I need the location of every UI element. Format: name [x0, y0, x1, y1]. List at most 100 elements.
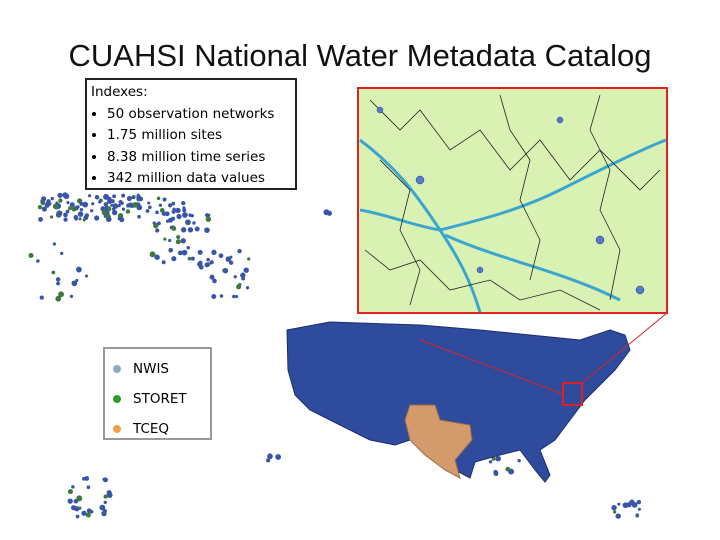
site-dot	[204, 262, 210, 268]
site-dot	[131, 195, 135, 200]
site-dot	[41, 206, 47, 212]
site-dot	[71, 485, 75, 489]
site-dot	[69, 294, 74, 298]
site-dot	[198, 260, 203, 265]
site-dot	[229, 255, 233, 259]
site-dot	[50, 196, 54, 201]
site-dot	[145, 209, 150, 213]
us-sites	[286, 321, 631, 483]
site-dot	[177, 250, 183, 256]
site-dot	[326, 210, 333, 216]
site-dot	[106, 492, 113, 499]
slide-title: CUAHSI National Water Metadata Catalog	[68, 38, 652, 73]
index-item: 342 million data values	[107, 168, 295, 190]
site-dot	[615, 513, 621, 519]
site-dot	[182, 212, 188, 218]
site-dot	[69, 202, 75, 208]
site-dot	[228, 260, 234, 265]
site-dot	[75, 514, 80, 519]
site-dot	[171, 226, 177, 231]
site-dot	[136, 193, 140, 197]
site-dot	[636, 499, 642, 505]
site-dot	[51, 270, 56, 275]
legend-swatch	[113, 395, 121, 403]
site-dot	[153, 222, 159, 229]
site-dot	[162, 197, 167, 202]
site-dot	[163, 237, 167, 241]
site-dot	[180, 238, 186, 244]
site-dot	[137, 214, 141, 219]
site-dot	[192, 221, 196, 225]
site-dot	[209, 260, 214, 265]
site-dot	[49, 215, 54, 219]
site-dot	[613, 510, 617, 514]
site-dot	[164, 211, 170, 217]
site-dot	[118, 199, 123, 204]
site-dot	[149, 251, 156, 258]
site-dot	[159, 208, 165, 213]
site-dot	[99, 504, 106, 511]
zoom-inset	[357, 87, 668, 314]
site-dot	[491, 456, 496, 461]
site-dot	[71, 206, 77, 212]
site-dot	[181, 249, 188, 256]
site-dot	[186, 245, 191, 250]
site-dot	[635, 513, 639, 517]
site-dot	[38, 217, 43, 222]
site-dot	[136, 196, 142, 202]
site-dot	[182, 208, 187, 213]
site-dot	[52, 242, 57, 246]
legend-swatch	[113, 365, 121, 373]
site-dot	[236, 284, 242, 290]
site-dot	[56, 281, 60, 286]
site-dot	[71, 505, 77, 511]
site-dot	[235, 295, 239, 299]
site-dot	[46, 199, 51, 204]
legend: NWIS STORET TCEQ	[103, 347, 212, 440]
site-dot	[275, 454, 282, 460]
site-dot	[79, 207, 84, 212]
site-dot	[517, 459, 521, 463]
site-dot	[67, 498, 73, 504]
site-dot	[176, 213, 182, 220]
site-dot	[211, 249, 217, 255]
site-dot	[171, 209, 176, 214]
site-dot	[85, 512, 91, 518]
site-dot	[111, 209, 118, 216]
site-dot	[211, 294, 217, 299]
site-dot	[55, 295, 62, 302]
site-dot	[62, 192, 68, 198]
site-dot	[73, 498, 79, 504]
site-dot	[237, 249, 242, 254]
site-dot	[63, 217, 68, 222]
site-dot	[155, 228, 160, 233]
site-dot	[101, 209, 107, 216]
site-dot	[245, 286, 250, 290]
site-dot	[60, 251, 64, 256]
site-dot	[222, 268, 227, 273]
site-dot	[55, 277, 61, 282]
site-dot	[247, 257, 251, 261]
zoom-line	[581, 312, 668, 384]
site-dot	[488, 460, 493, 464]
site-dot	[82, 218, 86, 222]
site-dot	[207, 213, 211, 217]
site-dot	[82, 201, 89, 208]
site-dot	[81, 510, 87, 516]
legend-entry: NWIS	[113, 359, 169, 379]
site-dot	[117, 216, 121, 221]
site-dot	[175, 207, 181, 214]
site-dot	[171, 256, 177, 262]
site-dot	[611, 504, 617, 511]
index-item: 1.75 million sites	[107, 125, 295, 147]
site-dot	[204, 227, 210, 234]
legend-label: STORET	[133, 391, 187, 407]
site-dot	[190, 256, 195, 261]
site-dot	[87, 194, 92, 198]
site-dot	[126, 196, 132, 202]
site-dot	[104, 207, 108, 211]
site-dot	[158, 203, 163, 207]
site-dot	[71, 280, 78, 287]
site-dot	[148, 205, 152, 210]
